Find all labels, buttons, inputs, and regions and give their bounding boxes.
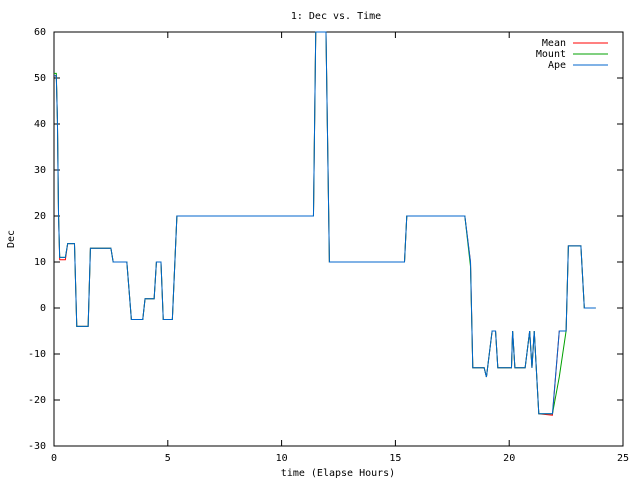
legend-label: Mean: [542, 38, 566, 49]
y-tick-label: 60: [34, 27, 46, 38]
y-tick-label: 40: [34, 119, 46, 130]
legend-label: Mount: [536, 49, 566, 60]
y-tick-label: -30: [28, 441, 46, 452]
x-axis-label: time (Elapse Hours): [281, 468, 395, 479]
y-tick-label: 0: [40, 303, 46, 314]
legend-label: Ape: [548, 60, 566, 71]
x-tick-label: 0: [51, 453, 57, 464]
x-tick-label: 20: [503, 453, 515, 464]
plot-border: [53, 31, 624, 447]
y-tick-label: 30: [34, 165, 46, 176]
x-tick-label: 10: [276, 453, 288, 464]
y-tick-label: -10: [28, 349, 46, 360]
x-tick-label: 25: [617, 453, 629, 464]
x-tick-label: 5: [165, 453, 171, 464]
x-tick-label: 15: [389, 453, 401, 464]
y-tick-label: -20: [28, 395, 46, 406]
y-axis-label: Dec: [6, 230, 17, 248]
y-tick-label: 20: [34, 211, 46, 222]
y-tick-label: 10: [34, 257, 46, 268]
y-tick-label: 50: [34, 73, 46, 84]
chart-title: 1: Dec vs. Time: [291, 11, 381, 22]
series-line: [54, 31, 596, 415]
